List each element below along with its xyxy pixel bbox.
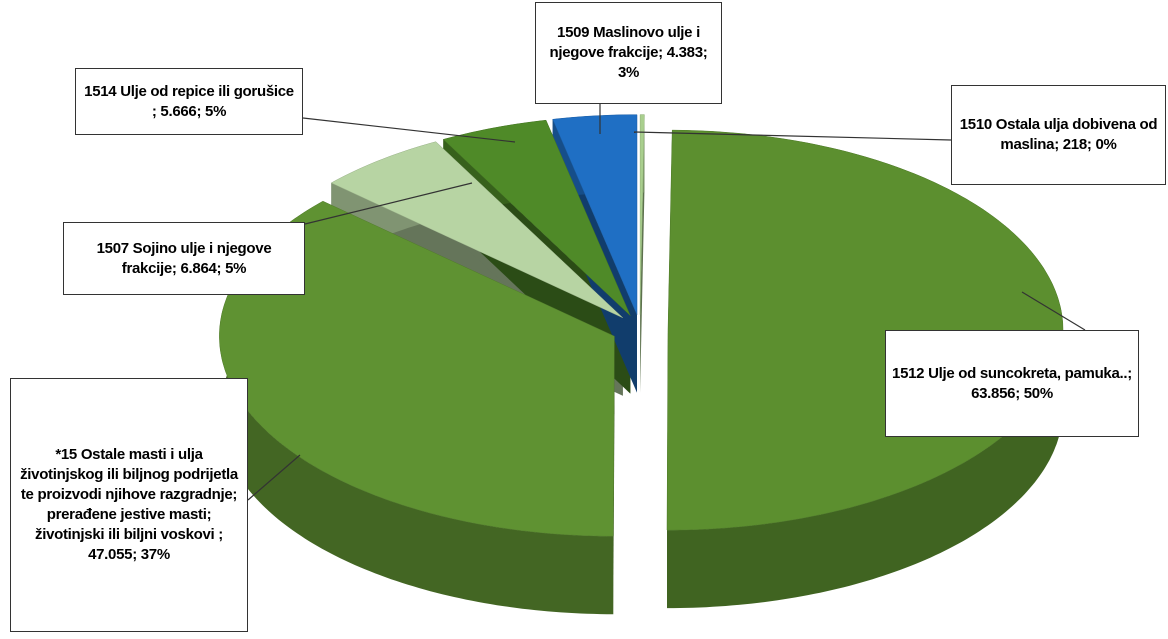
label-part: ; (196, 102, 206, 120)
label-part: ; (1015, 384, 1024, 402)
label-part: ; (171, 259, 181, 277)
label-part: ; (1127, 364, 1132, 382)
data-label: 1514 Ulje od repice ili gorušice ; 5.666… (75, 68, 303, 135)
label-text: 1509 Maslinovo ulje i njegove frakcije; … (540, 23, 717, 83)
slice (552, 114, 638, 315)
label-part: ; (1054, 136, 1063, 153)
label-part: 47.055 (88, 546, 133, 563)
slice (330, 141, 623, 319)
label-box: 1509 Maslinovo ulje i njegove frakcije; … (535, 2, 722, 104)
label-part: ; (702, 44, 708, 61)
data-label: 1507 Sojino ulje i njegove frakcije; 6.8… (63, 222, 305, 295)
label-part: 4.383 (666, 44, 703, 61)
label-part: 3% (617, 64, 640, 81)
data-label: 1509 Maslinovo ulje i njegove frakcije; … (535, 2, 722, 104)
label-box: 1507 Sojino ulje i njegove frakcije; 6.8… (63, 222, 305, 295)
data-label: 1510 Ostala ulja dobivena od maslina; 21… (951, 85, 1166, 185)
label-part: 5.666 (160, 102, 197, 120)
leader-line (633, 131, 952, 141)
label-part: 1509 Maslinovo ulje i njegove frakcije (549, 24, 701, 61)
label-part: 37% (140, 546, 170, 563)
label-part: 63.856 (971, 384, 1016, 402)
label-part: 1507 Sojino ulje i njegove frakcije (96, 239, 272, 277)
label-text: 1510 Ostala ulja dobivena od maslina; 21… (956, 115, 1161, 155)
label-part: 1514 Ulje od repice ili gorušice (84, 82, 294, 100)
label-part: ; (658, 44, 667, 61)
label-part: *15 Ostale masti i ulja životinjskog ili… (20, 446, 238, 543)
label-part: 1512 Ulje od suncokreta, pamuka.. (892, 364, 1128, 382)
label-part: ; (216, 259, 226, 277)
label-text: 1512 Ulje od suncokreta, pamuka..; 63.85… (890, 364, 1134, 404)
label-part: 218 (1062, 136, 1087, 153)
data-label: 1512 Ulje od suncokreta, pamuka..; 63.85… (885, 330, 1139, 437)
data-label: *15 Ostale masti i ulja životinjskog ili… (10, 378, 248, 632)
label-part: ; (151, 102, 161, 120)
label-part: 50% (1023, 384, 1053, 402)
label-box: 1510 Ostala ulja dobivena od maslina; 21… (951, 85, 1166, 185)
label-part: ; (132, 546, 141, 563)
slice-side (219, 201, 614, 615)
label-box: *15 Ostale masti i ulja životinjskog ili… (10, 378, 248, 632)
label-part: 5% (225, 259, 247, 277)
label-part: 6.864 (180, 259, 217, 277)
label-part: 5% (205, 102, 227, 120)
leader-line (302, 117, 516, 143)
label-text: 1507 Sojino ulje i njegove frakcije; 6.8… (68, 239, 300, 279)
label-part: 0% (1095, 136, 1117, 153)
leader-line (304, 182, 473, 225)
label-part: 1510 Ostala ulja dobivena od maslina (959, 116, 1158, 153)
label-part: ; (218, 526, 223, 543)
slice (639, 114, 645, 315)
label-box: 1514 Ulje od repice ili gorušice ; 5.666… (75, 68, 303, 135)
label-text: *15 Ostale masti i ulja životinjskog ili… (15, 445, 243, 565)
leader-line (1021, 291, 1086, 331)
label-text: 1514 Ulje od repice ili gorušice ; 5.666… (80, 82, 298, 122)
slice (442, 119, 631, 316)
leader-line (247, 454, 301, 501)
label-box: 1512 Ulje od suncokreta, pamuka..; 63.85… (885, 330, 1139, 437)
label-part: ; (1086, 136, 1096, 153)
